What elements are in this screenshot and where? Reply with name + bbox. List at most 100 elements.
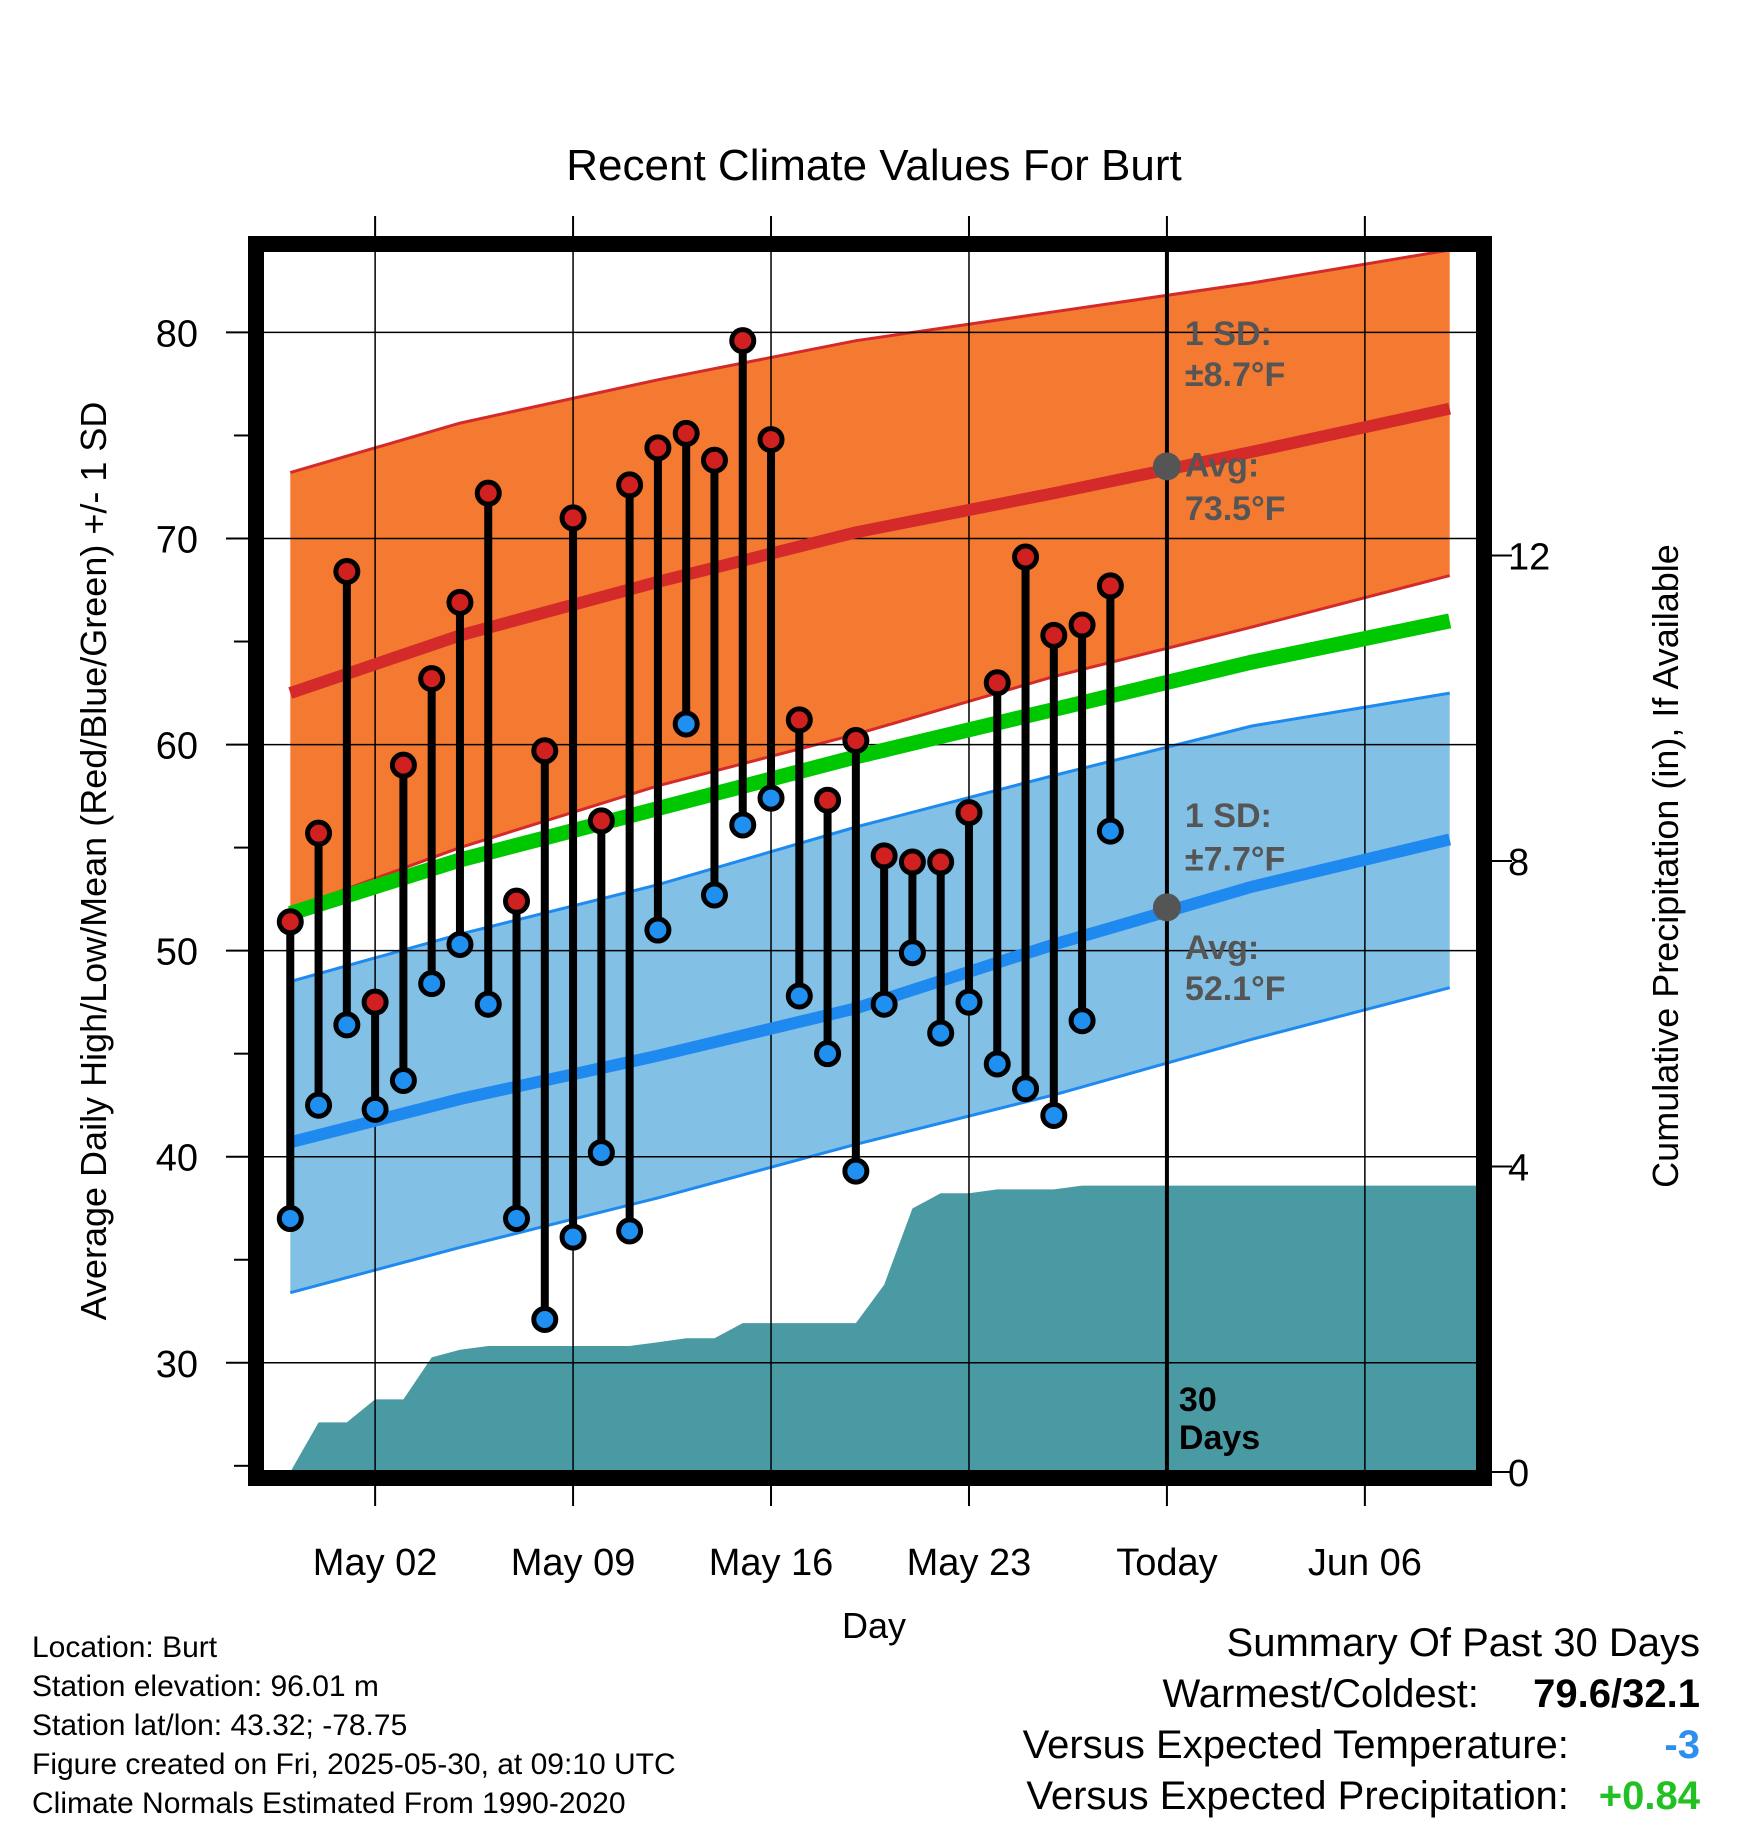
y-tick-label-right: 4 (1508, 1148, 1529, 1190)
daily-high-marker (814, 786, 842, 814)
daily-high-marker (757, 426, 785, 454)
daily-low-marker (616, 1217, 644, 1245)
y-tick-label-right: 8 (1508, 842, 1529, 884)
temp-departure-row: Versus Expected Temperature: -3 (1023, 1720, 1700, 1771)
daily-low-marker (531, 1306, 559, 1334)
daily-low-marker (842, 1157, 870, 1185)
daily-low-marker (418, 970, 446, 998)
y-tick-label-left: 70 (156, 519, 198, 561)
high-upper-edge (289, 250, 1450, 475)
y-tick-label-right: 12 (1508, 537, 1550, 579)
daily-high-marker (389, 751, 417, 779)
y-tick-label-left: 80 (156, 313, 198, 355)
daily-high-marker (729, 327, 757, 355)
daily-high-marker (276, 908, 304, 936)
daily-high-marker (842, 726, 870, 754)
window-label-number: 30 (1179, 1381, 1217, 1419)
warmest-coldest-value: 79.6/32.1 (1533, 1672, 1700, 1716)
daily-high-marker (418, 665, 446, 693)
warmest-coldest-row: Warmest/Coldest: 79.6/32.1 (1023, 1669, 1701, 1720)
y-tick-label-left: 30 (156, 1344, 198, 1386)
daily-low-marker (1040, 1101, 1068, 1129)
daily-high-marker (955, 799, 983, 827)
daily-high-marker (1096, 572, 1124, 600)
daily-low-marker (361, 1095, 389, 1123)
daily-low-marker (729, 811, 757, 839)
high-sd-label: 1 SD: (1185, 315, 1272, 353)
daily-high-marker (870, 842, 898, 870)
daily-low-marker (305, 1091, 333, 1119)
low-sd-value: ±7.7°F (1185, 840, 1285, 878)
today-low-avg-dot (1152, 893, 1181, 922)
cumulative-precip-area (290, 1185, 1478, 1472)
daily-high-marker (587, 807, 615, 835)
daily-low-marker (785, 982, 813, 1010)
daily-high-marker (927, 848, 955, 876)
daily-low-marker (983, 1050, 1011, 1078)
daily-high-marker (672, 419, 700, 447)
daily-high-marker (559, 504, 587, 532)
x-tick-label: May 09 (511, 1542, 636, 1584)
temp-departure-value: -3 (1664, 1723, 1700, 1767)
low-sd-band (290, 693, 1450, 1293)
daily-high-marker (531, 737, 559, 765)
normals-text: Climate Normals Estimated From 1990-2020 (32, 1787, 626, 1820)
precip-departure-value: +0.84 (1598, 1774, 1700, 1818)
daily-high-marker (785, 706, 813, 734)
daily-low-marker (446, 930, 474, 958)
daily-low-marker (587, 1139, 615, 1167)
x-tick-label: May 23 (907, 1542, 1032, 1584)
latlon-text: Station lat/lon: 43.32; -78.75 (32, 1709, 408, 1742)
x-axis-label: Day (842, 1605, 906, 1646)
daily-low-marker (1068, 1007, 1096, 1035)
daily-high-marker (1068, 611, 1096, 639)
summary-panel: Summary Of Past 30 Days Warmest/Coldest:… (1023, 1618, 1700, 1822)
high-avg-value: 73.5°F (1185, 490, 1286, 528)
precip-departure-row: Versus Expected Precipitation: +0.84 (1023, 1771, 1700, 1822)
location-text: Location: Burt (32, 1631, 218, 1664)
y-axis-label-right: Cumulative Precipitation (in), If Availa… (1645, 544, 1686, 1188)
daily-low-marker (898, 939, 926, 967)
high-sd-value: ±8.7°F (1185, 356, 1285, 394)
high-avg-label: Avg: (1185, 447, 1259, 485)
daily-high-marker (700, 446, 728, 474)
elevation-text: Station elevation: 96.01 m (32, 1670, 379, 1703)
daily-high-marker (1040, 621, 1068, 649)
daily-low-marker (700, 881, 728, 909)
daily-high-marker (503, 887, 531, 915)
x-tick-label: May 02 (313, 1542, 438, 1584)
y-tick-label-left: 60 (156, 726, 198, 768)
x-tick-label: Jun 06 (1308, 1542, 1422, 1584)
warmest-coldest-label: Warmest/Coldest: (1162, 1672, 1479, 1716)
daily-high-marker (616, 471, 644, 499)
daily-low-marker (955, 988, 983, 1016)
x-tick-label: May 16 (709, 1542, 834, 1584)
chart-title: Recent Climate Values For Burt (566, 141, 1181, 190)
daily-low-marker (644, 916, 672, 944)
temp-departure-label: Versus Expected Temperature: (1022, 1723, 1569, 1767)
daily-high-marker (333, 557, 361, 585)
daily-low-marker (814, 1040, 842, 1068)
daily-low-marker (927, 1019, 955, 1047)
daily-high-marker (898, 848, 926, 876)
daily-high-marker (361, 988, 389, 1016)
station-info: Location: Burt Station elevation: 96.01 … (32, 1628, 676, 1823)
x-tick-label: Today (1116, 1542, 1217, 1584)
daily-low-marker (672, 710, 700, 738)
daily-high-marker (1012, 543, 1040, 571)
daily-high-marker (305, 819, 333, 847)
daily-high-marker (983, 669, 1011, 697)
y-axis-label-left: Average Daily High/Low/Mean (Red/Blue/Gr… (73, 402, 114, 1321)
daily-low-marker (333, 1011, 361, 1039)
daily-low-marker (389, 1066, 417, 1094)
daily-high-marker (474, 479, 502, 507)
plot-frame (248, 236, 1492, 1486)
daily-low-marker (870, 990, 898, 1018)
low-sd-label: 1 SD: (1185, 797, 1272, 835)
today-high-avg-dot (1152, 452, 1181, 481)
precip-departure-label: Versus Expected Precipitation: (1026, 1774, 1569, 1818)
daily-high-marker (446, 588, 474, 616)
daily-low-marker (503, 1205, 531, 1233)
window-label-days: Days (1179, 1419, 1260, 1457)
